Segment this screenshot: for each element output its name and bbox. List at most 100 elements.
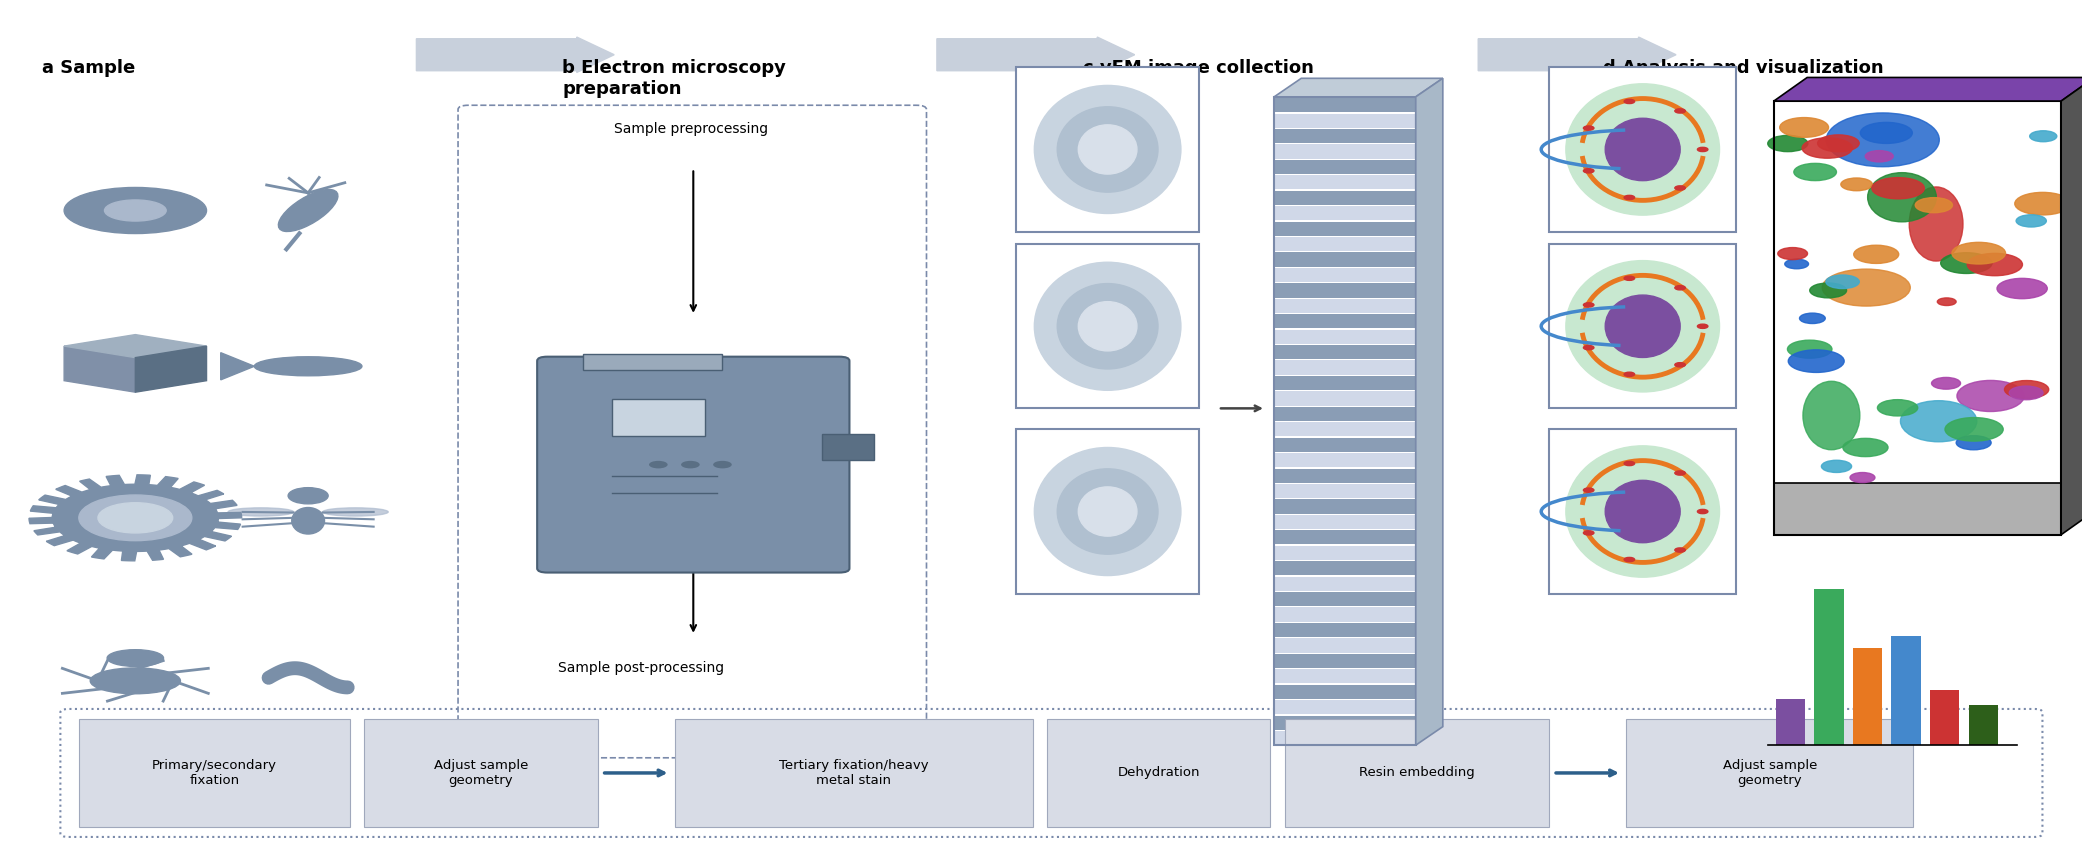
Circle shape <box>1788 349 1845 372</box>
Circle shape <box>1803 138 1853 158</box>
Circle shape <box>1788 340 1832 358</box>
Ellipse shape <box>1605 480 1680 543</box>
Bar <box>1274 190 1416 205</box>
Circle shape <box>1932 377 1961 389</box>
Bar <box>1274 268 1416 282</box>
Polygon shape <box>65 346 135 392</box>
Circle shape <box>1624 461 1634 466</box>
Bar <box>1274 546 1416 560</box>
Circle shape <box>1795 163 1836 180</box>
Bar <box>1274 422 1416 436</box>
Bar <box>1274 114 1416 128</box>
Bar <box>1274 360 1416 375</box>
Circle shape <box>1843 439 1888 456</box>
Circle shape <box>1853 245 1899 264</box>
Text: Sample preprocessing: Sample preprocessing <box>614 122 768 136</box>
Text: Dehydration: Dehydration <box>1118 766 1199 780</box>
Polygon shape <box>135 346 206 392</box>
Bar <box>1274 468 1416 482</box>
Ellipse shape <box>1564 258 1722 394</box>
Bar <box>1274 607 1416 621</box>
Circle shape <box>1674 109 1684 113</box>
Bar <box>1274 669 1416 684</box>
Text: Adjust sample
geometry: Adjust sample geometry <box>1722 759 1818 787</box>
Ellipse shape <box>287 488 329 504</box>
Ellipse shape <box>1058 469 1158 554</box>
Circle shape <box>1840 178 1872 191</box>
Bar <box>1930 690 1959 745</box>
Text: Sample post-processing: Sample post-processing <box>558 661 725 675</box>
Circle shape <box>1674 471 1684 475</box>
Bar <box>1274 144 1416 158</box>
Circle shape <box>1822 461 1851 472</box>
Bar <box>1274 530 1416 545</box>
Ellipse shape <box>1078 125 1137 174</box>
Circle shape <box>1624 276 1634 280</box>
Ellipse shape <box>1566 446 1720 578</box>
Bar <box>1274 314 1416 328</box>
Bar <box>1274 160 1416 174</box>
Polygon shape <box>1274 78 1443 97</box>
Bar <box>1274 561 1416 575</box>
Bar <box>1016 244 1199 408</box>
Bar <box>1776 699 1805 745</box>
Bar <box>364 719 598 827</box>
Ellipse shape <box>1822 269 1911 306</box>
Bar <box>1274 700 1416 714</box>
Bar <box>822 434 874 460</box>
Bar <box>1813 589 1845 745</box>
Bar <box>1274 392 1416 406</box>
Ellipse shape <box>1035 85 1180 214</box>
Circle shape <box>650 461 668 468</box>
Circle shape <box>1945 418 2003 441</box>
Bar <box>1626 719 1913 827</box>
Circle shape <box>1915 198 1953 213</box>
Ellipse shape <box>1803 381 1859 450</box>
Ellipse shape <box>90 668 181 694</box>
Circle shape <box>1799 313 1826 323</box>
Ellipse shape <box>65 188 206 233</box>
Bar <box>1274 299 1416 313</box>
Circle shape <box>1697 324 1707 328</box>
Circle shape <box>1697 509 1707 514</box>
Circle shape <box>1584 168 1595 173</box>
Bar <box>612 398 706 436</box>
Ellipse shape <box>254 357 362 376</box>
Bar <box>1549 244 1736 408</box>
Bar <box>1016 67 1199 232</box>
Circle shape <box>1940 253 1992 274</box>
Circle shape <box>2015 215 2047 227</box>
Circle shape <box>2030 131 2057 141</box>
Bar <box>1967 705 1999 745</box>
Bar <box>1274 499 1416 514</box>
Bar <box>1274 453 1416 467</box>
Circle shape <box>1953 242 2005 264</box>
Bar <box>1274 253 1416 267</box>
Bar <box>1016 429 1199 594</box>
Bar <box>1047 719 1270 827</box>
Circle shape <box>1861 122 1913 143</box>
Ellipse shape <box>1035 262 1180 391</box>
Ellipse shape <box>106 650 164 666</box>
Text: Adjust sample
geometry: Adjust sample geometry <box>433 759 529 787</box>
Polygon shape <box>1416 78 1443 745</box>
Bar <box>1274 716 1416 730</box>
Ellipse shape <box>1826 113 1938 167</box>
Circle shape <box>1997 279 2047 299</box>
Circle shape <box>1872 178 1924 199</box>
Circle shape <box>1624 557 1634 562</box>
Circle shape <box>1584 530 1595 535</box>
Bar <box>1274 376 1416 390</box>
Bar <box>1274 237 1416 251</box>
Bar <box>1274 438 1416 452</box>
Text: Resin embedding: Resin embedding <box>1360 766 1474 780</box>
Polygon shape <box>29 475 242 561</box>
Circle shape <box>1674 285 1684 290</box>
Circle shape <box>2005 381 2049 398</box>
Ellipse shape <box>104 200 167 221</box>
Bar <box>1285 719 1549 827</box>
Ellipse shape <box>1058 284 1158 369</box>
Bar <box>1274 592 1416 606</box>
Circle shape <box>1624 99 1634 104</box>
Circle shape <box>1784 259 1809 269</box>
